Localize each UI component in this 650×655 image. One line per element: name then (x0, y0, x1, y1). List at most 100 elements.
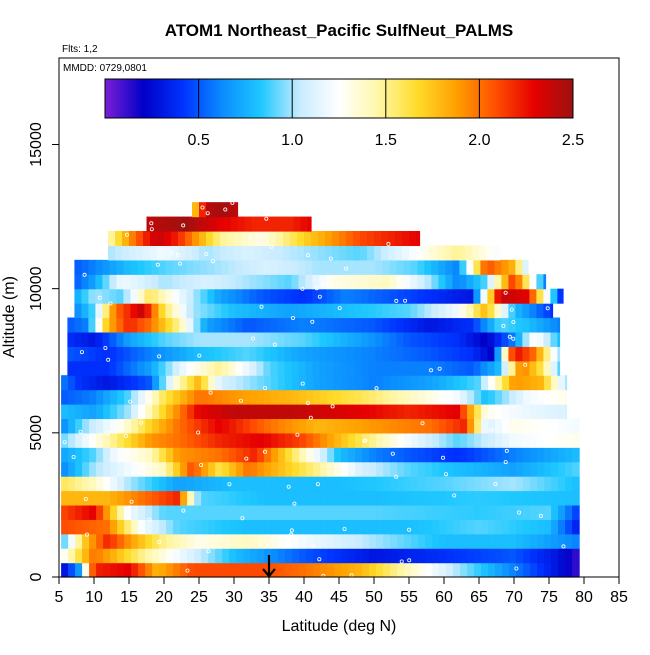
heatmap-cell (234, 202, 239, 218)
sample-point (363, 438, 368, 443)
heatmap-cell (242, 346, 250, 362)
heatmap-cell (292, 447, 300, 463)
heatmap-cell (248, 231, 256, 247)
heatmap-cell (509, 504, 517, 520)
heatmap-cell (95, 331, 103, 347)
heatmap-cell (438, 288, 446, 304)
heatmap-cell (208, 389, 216, 405)
heatmap-cell (180, 461, 188, 477)
heatmap-cell (396, 317, 404, 333)
y-tick-label: 15000 (28, 122, 45, 167)
heatmap-cell (166, 476, 174, 492)
heatmap-cell (438, 346, 446, 362)
heatmap-cell (270, 317, 278, 333)
heatmap-cell (481, 548, 489, 564)
heatmap-cell (368, 317, 376, 333)
heatmap-cell (277, 331, 285, 347)
heatmap-cell (201, 432, 209, 448)
heatmap-cell (508, 303, 516, 319)
sample-point (517, 510, 522, 515)
heatmap-cell (502, 476, 510, 492)
heatmap-cell (82, 461, 90, 477)
heatmap-cell (68, 432, 76, 448)
sample-point (538, 513, 543, 518)
heatmap-cell (249, 317, 257, 333)
heatmap-cell (165, 259, 173, 275)
heatmap-cell (396, 274, 404, 290)
heatmap-cell (192, 231, 200, 247)
heatmap-cell (129, 245, 137, 261)
heatmap-cell (215, 562, 223, 578)
heatmap-cell (376, 476, 384, 492)
heatmap-cell (158, 288, 166, 304)
heatmap-cell (256, 274, 264, 290)
heatmap-cell (502, 490, 510, 506)
colorbar-bar (104, 78, 574, 119)
heatmap-cell (277, 346, 285, 362)
heatmap-cell (565, 548, 573, 564)
heatmap-cell (537, 389, 545, 405)
heatmap-cell (481, 519, 489, 535)
heatmap-cell (446, 519, 454, 535)
heatmap-cell (131, 404, 139, 420)
heatmap-cell (82, 404, 90, 420)
sample-point (317, 294, 322, 299)
heatmap-cell (572, 504, 580, 520)
heatmap-cell (75, 548, 83, 564)
heatmap-cell (551, 490, 559, 506)
heatmap-cell (410, 360, 418, 376)
heatmap-cell (509, 533, 517, 549)
heatmap-cell (326, 360, 334, 376)
heatmap-cell (536, 346, 544, 362)
heatmap-cell (166, 432, 174, 448)
heatmap-cell (95, 274, 103, 290)
heatmap-cell (291, 259, 299, 275)
heatmap-cell (459, 331, 467, 347)
heatmap-cell (236, 490, 244, 506)
heatmap-cell (333, 288, 341, 304)
heatmap-cell (432, 404, 440, 420)
heatmap-cell (262, 245, 270, 261)
heatmap-cell (383, 533, 391, 549)
heatmap-cell (96, 432, 104, 448)
heatmap-cell (383, 548, 391, 564)
heatmap-cell (61, 562, 69, 578)
heatmap-cell (383, 432, 391, 448)
heatmap-cell (417, 259, 425, 275)
heatmap-cell (361, 317, 369, 333)
heatmap-cell (68, 504, 76, 520)
heatmap-cell (425, 548, 433, 564)
x-tick-label: 20 (155, 589, 173, 606)
heatmap-cell (82, 447, 90, 463)
heatmap-cell (293, 216, 302, 232)
heatmap-cell (397, 447, 405, 463)
heatmap-cell (390, 548, 398, 564)
sample-point (147, 517, 152, 522)
heatmap-cell (110, 562, 118, 578)
heatmap-cell (467, 418, 475, 434)
heatmap-cell (423, 245, 431, 261)
heatmap-cell (243, 432, 251, 448)
heatmap-cell (565, 432, 573, 448)
heatmap-cell (68, 490, 76, 506)
heatmap-cell (222, 533, 230, 549)
sample-point (493, 481, 498, 486)
heatmap-cell (258, 216, 267, 232)
heatmap-cell (263, 303, 271, 319)
heatmap-cell (180, 562, 188, 578)
heatmap-cell (131, 519, 139, 535)
heatmap-cell (187, 490, 195, 506)
heatmap-cell (180, 389, 188, 405)
heatmap-cell (243, 476, 251, 492)
heatmap-cell (278, 389, 286, 405)
heatmap-cell (376, 461, 384, 477)
heatmap-cell (529, 331, 537, 347)
heatmap-cell (515, 317, 523, 333)
heatmap-cell (312, 274, 320, 290)
heatmap-cell (325, 245, 333, 261)
heatmap-cell (110, 533, 118, 549)
heatmap-cell (362, 375, 370, 391)
heatmap-cell (229, 519, 237, 535)
heatmap-cell (522, 317, 530, 333)
